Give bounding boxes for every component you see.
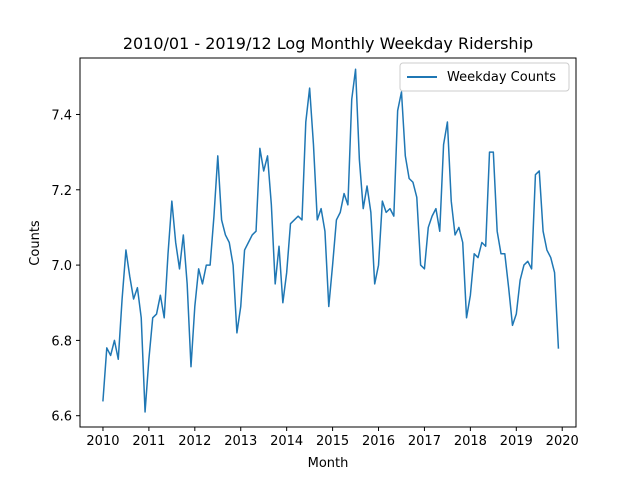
x-tick-label: 2015 [316,434,349,449]
x-tick-label: 2016 [362,434,395,449]
y-axis-ticks: 6.6 6.8 7.0 7.2 7.4 [51,108,80,425]
y-tick-label: 6.6 [51,410,72,425]
x-tick-label: 2011 [132,434,165,449]
x-axis-ticks: 2010 2011 2012 2013 2014 2015 2016 2017 2018 2019… [86,427,579,449]
legend-label: Weekday Counts [447,70,556,85]
x-tick-label: 2014 [270,434,303,449]
legend: Weekday Counts [399,62,570,92]
legend-box [399,62,570,92]
x-axis-label: Month [308,456,349,471]
x-tick-label: 2018 [454,434,487,449]
x-tick-label: 2019 [500,434,533,449]
chart-title: 2010/01 - 2019/12 Log Monthly Weekday Ri… [123,34,533,53]
y-axis-label: Counts [28,220,43,266]
plot-area-background [80,58,576,427]
series-line-weekday-counts [102,68,560,413]
y-tick-label: 7.2 [51,184,72,199]
x-tick-label: 2017 [408,434,441,449]
y-tick-label: 7.4 [51,108,72,123]
series-layer [102,68,560,413]
x-tick-label: 2012 [178,434,211,449]
x-tick-label: 2013 [224,434,257,449]
x-tick-label: 2010 [86,434,119,449]
y-tick-label: 6.8 [51,334,72,349]
plot-area-frame [79,57,577,428]
x-tick-label: 2020 [546,434,579,449]
y-tick-label: 7.0 [51,259,72,274]
